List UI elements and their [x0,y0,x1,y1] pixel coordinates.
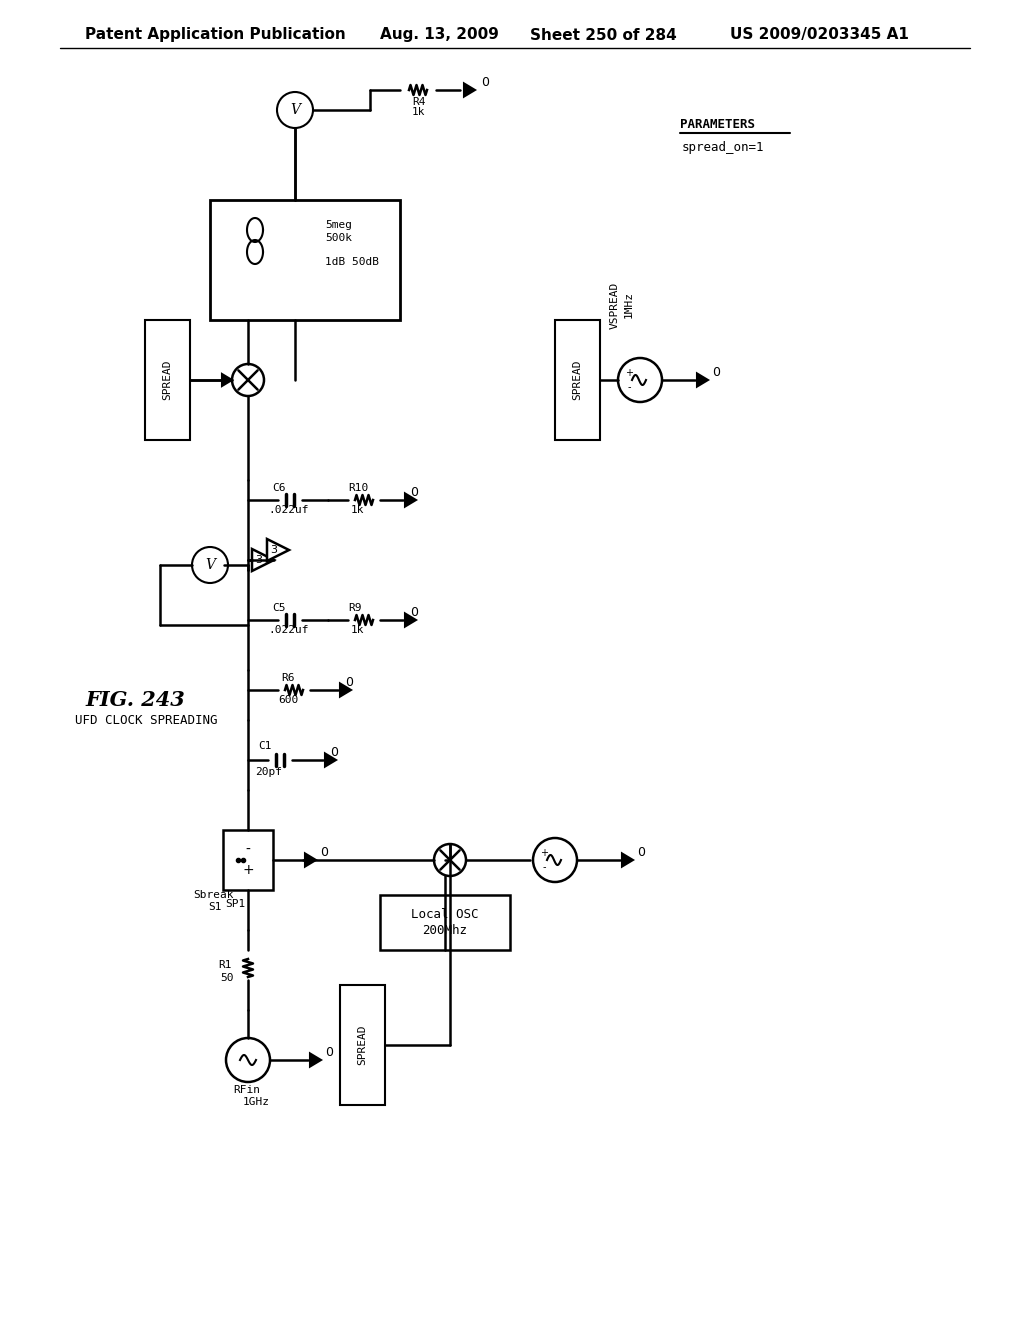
Text: spread_on=1: spread_on=1 [682,141,765,154]
Text: R10: R10 [348,483,369,492]
Text: 50: 50 [220,973,233,983]
Text: SP1: SP1 [225,899,246,909]
Polygon shape [252,549,274,572]
Text: Patent Application Publication: Patent Application Publication [85,28,346,42]
Text: SPREAD: SPREAD [163,360,172,400]
Text: R1: R1 [218,960,231,970]
Text: .022uf: .022uf [268,506,308,515]
Text: UFD CLOCK SPREADING: UFD CLOCK SPREADING [75,714,217,726]
Text: 0: 0 [330,746,338,759]
Text: SPREAD: SPREAD [357,1024,368,1065]
Bar [555,319,600,440]
Text: US 2009/0203345 A1: US 2009/0203345 A1 [730,28,909,42]
Text: 3: 3 [270,545,278,554]
Text: V: V [290,103,300,117]
Polygon shape [464,83,475,96]
Text: PARAMETERS: PARAMETERS [680,119,755,132]
Text: -: - [246,843,251,857]
Bar [223,830,273,890]
Polygon shape [697,374,708,387]
Polygon shape [406,494,416,507]
Text: C5: C5 [272,603,286,612]
Text: R4: R4 [412,96,426,107]
Text: 1MHz: 1MHz [624,292,634,318]
Circle shape [434,843,466,876]
Text: 1dB 50dB: 1dB 50dB [325,257,379,267]
Polygon shape [305,854,316,867]
Polygon shape [222,374,232,385]
Text: +: + [625,368,633,378]
Polygon shape [325,754,336,767]
Text: R6: R6 [281,673,295,682]
Text: 600: 600 [278,696,298,705]
Text: 1k: 1k [412,107,426,117]
Text: -: - [628,381,631,392]
Text: C6: C6 [272,483,286,492]
Text: +: + [540,847,548,858]
Text: -: - [543,862,546,873]
Text: 0: 0 [319,846,328,858]
Text: 1GHz: 1GHz [243,1097,270,1107]
Bar [210,201,400,319]
Text: 0: 0 [481,75,489,88]
Text: 3: 3 [256,554,262,565]
Circle shape [193,546,228,583]
Circle shape [226,1038,270,1082]
Bar [145,319,190,440]
Polygon shape [622,854,633,867]
Text: 0: 0 [345,676,353,689]
Text: VSPREAD: VSPREAD [610,281,620,329]
Circle shape [278,92,313,128]
Polygon shape [406,614,416,627]
Polygon shape [310,1053,321,1067]
Text: +: + [243,863,254,876]
Text: C1: C1 [258,741,271,751]
Text: Aug. 13, 2009: Aug. 13, 2009 [380,28,499,42]
Text: R9: R9 [348,603,361,612]
Text: 1k: 1k [351,624,365,635]
Text: 0: 0 [712,366,720,379]
Text: SPREAD: SPREAD [572,360,583,400]
Text: 200Mhz: 200Mhz [423,924,468,937]
Text: Local OSC: Local OSC [412,908,479,921]
Text: Sheet 250 of 284: Sheet 250 of 284 [530,28,677,42]
Text: S1: S1 [208,902,221,912]
Circle shape [534,838,577,882]
Text: .022uf: .022uf [268,624,308,635]
Circle shape [618,358,662,403]
Circle shape [232,364,264,396]
Polygon shape [340,684,351,697]
Polygon shape [267,539,289,561]
Text: 20pf: 20pf [255,767,282,777]
Text: 0: 0 [410,486,418,499]
Text: V: V [205,558,215,572]
Text: 0: 0 [410,606,418,619]
Text: 0: 0 [325,1045,333,1059]
Bar [340,985,385,1105]
Text: RFin: RFin [233,1085,260,1096]
Text: Sbreak: Sbreak [193,890,233,900]
Text: 500k: 500k [325,234,352,243]
Text: 5meg: 5meg [325,220,352,230]
Text: FIG. 243: FIG. 243 [85,690,184,710]
Text: 0: 0 [637,846,645,858]
Text: 1k: 1k [351,506,365,515]
Bar [380,895,510,950]
